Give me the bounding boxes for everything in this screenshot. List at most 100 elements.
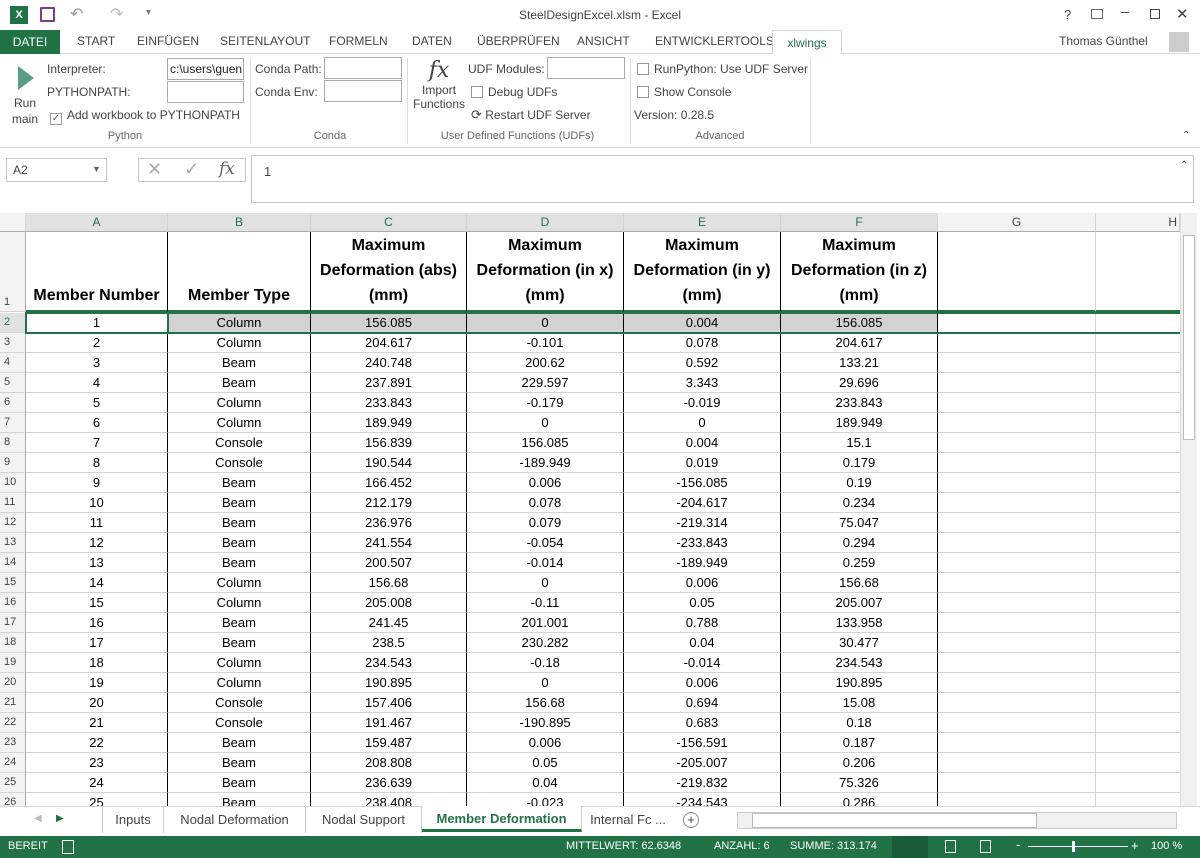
table-cell[interactable]: -0.014	[467, 553, 624, 573]
table-cell[interactable]: 7	[26, 433, 168, 453]
table-cell[interactable]: 0	[467, 573, 624, 593]
empty-cell[interactable]	[1096, 513, 1180, 533]
runpython-udf-checkbox[interactable]: RunPython: Use UDF Server	[637, 62, 808, 76]
table-cell[interactable]: -156.591	[624, 733, 781, 753]
row-header-17[interactable]: 17	[0, 613, 26, 633]
table-cell[interactable]: 0.006	[467, 473, 624, 493]
table-cell[interactable]: 205.008	[311, 593, 467, 613]
user-name[interactable]: Thomas Günthel	[1059, 34, 1148, 48]
header-cell-g[interactable]	[938, 232, 1096, 312]
horizontal-scrollbar[interactable]	[737, 812, 1177, 829]
table-cell[interactable]: 205.007	[781, 593, 938, 613]
table-cell[interactable]: 4	[26, 373, 168, 393]
table-cell[interactable]: 75.047	[781, 513, 938, 533]
scroll-tabs-left-icon[interactable]: ◀	[34, 813, 42, 824]
table-cell[interactable]: Beam	[168, 493, 311, 513]
row-header-13[interactable]: 13	[0, 533, 26, 553]
empty-cell[interactable]	[1096, 473, 1180, 493]
empty-cell[interactable]	[1096, 373, 1180, 393]
table-cell[interactable]: 13	[26, 553, 168, 573]
row-header-18[interactable]: 18	[0, 633, 26, 653]
table-cell[interactable]: 157.406	[311, 693, 467, 713]
tab-daten[interactable]: DATEN	[412, 34, 452, 48]
table-cell[interactable]: 189.949	[781, 413, 938, 433]
show-console-checkbox[interactable]: Show Console	[637, 85, 731, 99]
table-cell[interactable]: -233.843	[624, 533, 781, 553]
formula-input[interactable]: 1	[251, 155, 1194, 203]
spreadsheet-grid[interactable]: A B C D E F G H 1 Member Number Member Type Maximum…	[0, 213, 1180, 806]
header-cell[interactable]: Member Number	[26, 232, 168, 312]
table-cell[interactable]: 22	[26, 733, 168, 753]
cancel-icon[interactable]: ✕	[147, 159, 163, 179]
row-header-21[interactable]: 21	[0, 693, 26, 713]
row-header-8[interactable]: 8	[0, 433, 26, 453]
table-cell[interactable]: -0.101	[467, 333, 624, 353]
import-functions-button[interactable]: fx Import Functions	[410, 58, 468, 128]
table-cell[interactable]: 0.006	[624, 673, 781, 693]
tab-start[interactable]: START	[77, 34, 116, 48]
table-cell[interactable]: Beam	[168, 793, 311, 806]
table-cell[interactable]: 234.543	[781, 653, 938, 673]
zoom-slider[interactable]	[1028, 846, 1128, 847]
normal-view-icon[interactable]	[892, 836, 928, 858]
table-cell[interactable]: 237.891	[311, 373, 467, 393]
table-cell[interactable]: Console	[168, 433, 311, 453]
empty-cell[interactable]	[1096, 573, 1180, 593]
row-header-6[interactable]: 6	[0, 393, 26, 413]
table-cell[interactable]: Beam	[168, 533, 311, 553]
table-cell[interactable]: 0.234	[781, 493, 938, 513]
table-cell[interactable]: 6	[26, 413, 168, 433]
table-cell[interactable]: 16	[26, 613, 168, 633]
table-cell[interactable]: 238.408	[311, 793, 467, 806]
table-cell[interactable]: 15.08	[781, 693, 938, 713]
empty-cell[interactable]	[938, 793, 1096, 806]
vertical-scroll-thumb[interactable]	[1183, 235, 1195, 440]
table-cell[interactable]: 0.04	[467, 773, 624, 793]
empty-cell[interactable]	[1096, 333, 1180, 353]
empty-cell[interactable]	[1096, 313, 1180, 333]
row-header-15[interactable]: 15	[0, 573, 26, 593]
table-cell[interactable]: -0.179	[467, 393, 624, 413]
tab-datei[interactable]: DATEI	[0, 30, 60, 54]
empty-cell[interactable]	[938, 473, 1096, 493]
scroll-tabs-right-icon[interactable]: ▶	[56, 813, 64, 824]
table-cell[interactable]: -204.617	[624, 493, 781, 513]
table-cell[interactable]: 0	[467, 313, 624, 333]
table-cell[interactable]: 0.788	[624, 613, 781, 633]
empty-cell[interactable]	[1096, 773, 1180, 793]
table-cell[interactable]: 11	[26, 513, 168, 533]
table-cell[interactable]: 212.179	[311, 493, 467, 513]
minimize-button[interactable]: –	[1121, 3, 1129, 19]
empty-cell[interactable]	[1096, 713, 1180, 733]
column-header-a[interactable]: A	[26, 213, 168, 232]
empty-cell[interactable]	[1096, 533, 1180, 553]
column-header-h[interactable]: H	[1096, 213, 1180, 232]
table-cell[interactable]: 15.1	[781, 433, 938, 453]
table-cell[interactable]: 0.206	[781, 753, 938, 773]
table-cell[interactable]: 236.639	[311, 773, 467, 793]
table-cell[interactable]: 0.286	[781, 793, 938, 806]
table-cell[interactable]: 0.078	[467, 493, 624, 513]
table-cell[interactable]: 0.006	[624, 573, 781, 593]
help-button[interactable]: ?	[1064, 7, 1072, 22]
table-cell[interactable]: 17	[26, 633, 168, 653]
row-header-9[interactable]: 9	[0, 453, 26, 473]
table-cell[interactable]: 191.467	[311, 713, 467, 733]
row-header-24[interactable]: 24	[0, 753, 26, 773]
header-cell[interactable]: Maximum Deformation (in x) (mm)	[467, 232, 624, 312]
table-cell[interactable]: 9	[26, 473, 168, 493]
empty-cell[interactable]	[1096, 413, 1180, 433]
table-cell[interactable]: Column	[168, 413, 311, 433]
table-cell[interactable]: 0.18	[781, 713, 938, 733]
table-cell[interactable]: 208.808	[311, 753, 467, 773]
column-header-g[interactable]: G	[938, 213, 1096, 232]
table-cell[interactable]: -234.543	[624, 793, 781, 806]
table-cell[interactable]: 159.487	[311, 733, 467, 753]
table-cell[interactable]: 0.294	[781, 533, 938, 553]
vertical-scrollbar[interactable]	[1180, 213, 1197, 806]
table-cell[interactable]: 238.5	[311, 633, 467, 653]
zoom-level[interactable]: 100 %	[1151, 840, 1183, 852]
table-cell[interactable]: -219.314	[624, 513, 781, 533]
empty-cell[interactable]	[1096, 753, 1180, 773]
table-cell[interactable]: 0.004	[624, 433, 781, 453]
